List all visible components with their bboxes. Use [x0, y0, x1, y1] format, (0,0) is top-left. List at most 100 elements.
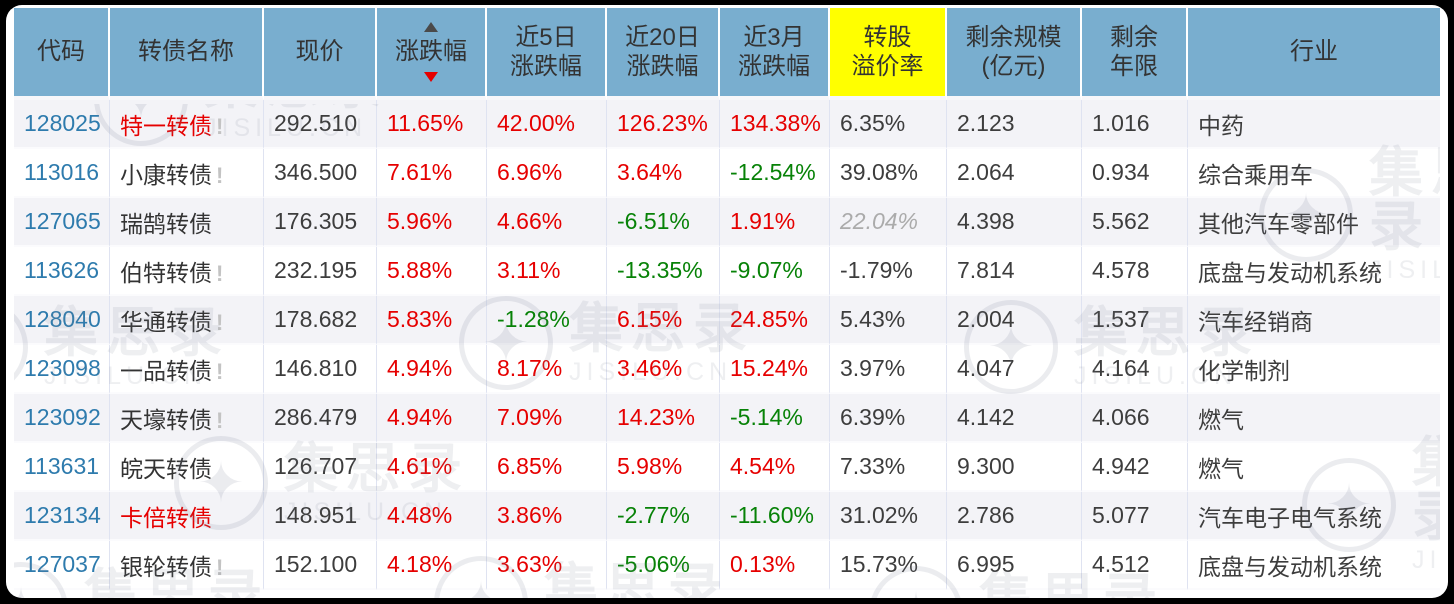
warning-icon[interactable]: ! [216, 309, 224, 335]
d20-percent-cell: 3.64% [607, 149, 720, 198]
bond-code-link[interactable]: 127065 [14, 198, 110, 247]
warning-icon[interactable]: ! [216, 162, 224, 188]
d20-percent-cell: -6.51% [607, 198, 720, 247]
column-header-size[interactable]: 剩余规模 (亿元) [947, 8, 1082, 100]
industry-cell: 综合乘用车 [1188, 149, 1440, 198]
sort-asc-icon[interactable] [424, 22, 438, 33]
bond-code-link[interactable]: 128025 [14, 100, 110, 149]
remaining-years-cell: 4.164 [1082, 345, 1188, 394]
change-percent-cell: 5.83% [377, 296, 487, 345]
d5-percent-cell: 6.85% [487, 443, 607, 492]
bond-name-link[interactable]: 瑞鹄转债 [120, 210, 212, 237]
d20-percent-cell: -13.35% [607, 247, 720, 296]
column-header-label: 剩余 [1110, 23, 1158, 51]
bond-name-cell: 特一转债! [110, 100, 264, 149]
remaining-years-cell: 4.942 [1082, 443, 1188, 492]
price-cell: 146.810 [264, 345, 377, 394]
column-header-label: 近3月 [743, 23, 805, 51]
column-header-m3[interactable]: 近3月 涨跌幅 [720, 8, 830, 100]
change-percent-cell: 5.96% [377, 198, 487, 247]
remaining-years-cell: 1.016 [1082, 100, 1188, 149]
price-cell: 126.707 [264, 443, 377, 492]
bond-code-link[interactable]: 123098 [14, 345, 110, 394]
column-header-label: (亿元) [981, 53, 1046, 80]
bond-name-link[interactable]: 天壕转债 [120, 406, 212, 433]
bond-code-link[interactable]: 123092 [14, 394, 110, 443]
table-row: 128040 华通转债! 178.682 5.83% -1.28% 6.15% 24.85%… [14, 296, 1440, 345]
price-cell: 292.510 [264, 100, 377, 149]
column-header-d5[interactable]: 近5日 涨跌幅 [487, 8, 607, 100]
column-header-industry[interactable]: 行业 [1188, 8, 1440, 100]
column-header-years[interactable]: 剩余 年限 [1082, 8, 1188, 100]
warning-icon[interactable]: ! [216, 113, 224, 139]
d20-percent-cell: -2.77% [607, 492, 720, 541]
column-header-price[interactable]: 现价 [264, 8, 377, 100]
premium-rate-cell: -1.79% [830, 247, 947, 296]
table-row: 127065 瑞鹄转债 176.305 5.96% 4.66% -6.51% 1.91% 22… [14, 198, 1440, 247]
m3-percent-cell: 24.85% [720, 296, 830, 345]
bond-code-link[interactable]: 113631 [14, 443, 110, 492]
industry-cell: 底盘与发动机系统 [1188, 541, 1440, 590]
d5-percent-cell: 3.11% [487, 247, 607, 296]
industry-cell: 汽车电子电气系统 [1188, 492, 1440, 541]
column-header-label: 转股 [863, 23, 912, 51]
d20-percent-cell: 14.23% [607, 394, 720, 443]
bond-name-link[interactable]: 卡倍转债 [120, 504, 212, 531]
bond-code-link[interactable]: 123134 [14, 492, 110, 541]
industry-cell: 燃气 [1188, 394, 1440, 443]
d20-percent-cell: 3.46% [607, 345, 720, 394]
column-header-label: 近20日 [625, 23, 700, 51]
column-header-code[interactable]: 代码 [14, 8, 110, 100]
column-header-d20[interactable]: 近20日 涨跌幅 [607, 8, 720, 100]
column-header-label: 涨跌幅 [626, 53, 699, 80]
column-header-change[interactable]: 涨跌幅 [377, 8, 487, 100]
m3-percent-cell: 1.91% [720, 198, 830, 247]
warning-icon[interactable]: ! [216, 407, 224, 433]
column-header-label: 涨跌幅 [738, 53, 810, 80]
bond-name-cell: 一品转债! [110, 345, 264, 394]
table-header-row: 代码 转债名称 现价 涨跌幅 近5日 涨跌幅 近20日 涨跌幅 近3月 涨跌幅 转股 溢价率 剩余规模(… [14, 8, 1440, 100]
table-row: 113626 伯特转债! 232.195 5.88% 3.11% -13.35% -9.07… [14, 247, 1440, 296]
column-header-name[interactable]: 转债名称 [110, 8, 264, 100]
price-cell: 176.305 [264, 198, 377, 247]
remaining-years-cell: 0.934 [1082, 149, 1188, 198]
industry-cell: 汽车经销商 [1188, 296, 1440, 345]
sort-desc-icon-active[interactable] [424, 71, 438, 82]
bond-code-link[interactable]: 127037 [14, 541, 110, 590]
bond-name-cell: 天壕转债! [110, 394, 264, 443]
d5-percent-cell: 3.86% [487, 492, 607, 541]
column-header-premium[interactable]: 转股 溢价率 [830, 8, 947, 100]
bond-name-link[interactable]: 小康转债 [120, 161, 212, 188]
table-row: 123092 天壕转债! 286.479 4.94% 7.09% 14.23% -5.14%… [14, 394, 1440, 443]
column-header-label: 涨跌幅 [510, 53, 582, 80]
bond-name-link[interactable]: 伯特转债 [120, 259, 212, 286]
warning-icon[interactable]: ! [216, 554, 224, 580]
m3-percent-cell: 134.38% [720, 100, 830, 149]
d5-percent-cell: 4.66% [487, 198, 607, 247]
change-percent-cell: 7.61% [377, 149, 487, 198]
bond-code-link[interactable]: 113626 [14, 247, 110, 296]
remaining-size-cell: 9.300 [947, 443, 1082, 492]
table-body: 128025 特一转债! 292.510 11.65% 42.00% 126.23% 134… [14, 100, 1440, 590]
d5-percent-cell: 8.17% [487, 345, 607, 394]
change-percent-cell: 4.94% [377, 345, 487, 394]
bond-name-link[interactable]: 特一转债 [120, 112, 212, 139]
d5-percent-cell: 3.63% [487, 541, 607, 590]
bond-name-link[interactable]: 皖天转债 [120, 455, 212, 482]
m3-percent-cell: 4.54% [720, 443, 830, 492]
premium-rate-cell: 6.35% [830, 100, 947, 149]
bond-name-link[interactable]: 华通转债 [120, 308, 212, 335]
price-cell: 286.479 [264, 394, 377, 443]
d5-percent-cell: 7.09% [487, 394, 607, 443]
price-cell: 152.100 [264, 541, 377, 590]
column-header-label: 行业 [1290, 38, 1338, 66]
bond-name-link[interactable]: 银轮转债 [120, 553, 212, 580]
column-header-label: 涨跌幅 [395, 38, 467, 66]
bond-name-link[interactable]: 一品转债 [120, 357, 212, 384]
bond-code-link[interactable]: 128040 [14, 296, 110, 345]
warning-icon[interactable]: ! [216, 260, 224, 286]
warning-icon[interactable]: ! [216, 358, 224, 384]
bond-code-link[interactable]: 113016 [14, 149, 110, 198]
industry-cell: 化学制剂 [1188, 345, 1440, 394]
d5-percent-cell: 42.00% [487, 100, 607, 149]
